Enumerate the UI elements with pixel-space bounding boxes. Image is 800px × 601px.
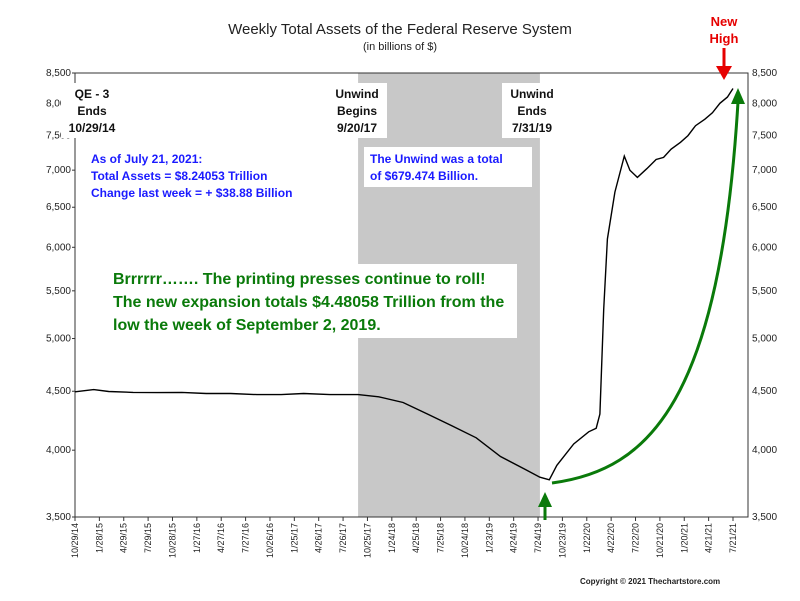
y-tick-label-right: 5,000 <box>752 334 777 345</box>
y-tick-label-left: 8,000 <box>46 98 71 109</box>
unwind-annotation: The Unwind was a total of $679.474 Billi… <box>364 147 532 187</box>
x-tick-label: 7/26/17 <box>338 523 348 553</box>
y-tick-label-left: 7,500 <box>46 131 71 142</box>
x-tick-label: 4/25/18 <box>411 523 421 553</box>
x-tick-label: 4/22/20 <box>606 523 616 553</box>
new-high-line1: New <box>711 14 739 29</box>
new-high-line2: High <box>710 31 739 46</box>
x-tick-label: 7/29/15 <box>143 523 153 553</box>
y-axis-left: 3,500 4,000 4,500 5,000 5,500 6,000 6,500 7,000… <box>46 68 75 523</box>
x-tick-label: 4/26/17 <box>314 523 324 553</box>
y-tick-label-left: 5,000 <box>46 334 71 345</box>
x-tick-label: 1/23/19 <box>484 523 494 553</box>
x-tick-label: 10/25/17 <box>362 523 372 558</box>
expansion-line3: low the week of September 2, 2019. <box>113 317 381 334</box>
x-tick-label: 10/29/14 <box>70 523 80 558</box>
x-tick-label: 7/27/16 <box>241 523 251 553</box>
y-tick-label-left: 4,500 <box>46 386 71 397</box>
x-tick-label: 7/22/20 <box>631 523 641 553</box>
y-tick-label-left: 6,500 <box>46 202 71 213</box>
y-tick-label-right: 8,000 <box>752 98 777 109</box>
y-tick-label-right: 7,000 <box>752 165 777 176</box>
summary-date: As of July 21, 2021: <box>91 152 202 166</box>
growth-curve-arrow <box>551 101 740 485</box>
series-line-total-assets <box>74 88 734 481</box>
y-tick-label-right: 8,500 <box>752 68 777 79</box>
expansion-line2: The new expansion totals $4.48058 Trilli… <box>113 294 504 311</box>
x-tick-label: 10/24/18 <box>460 523 470 558</box>
label-qe3-line2: Ends <box>77 104 107 118</box>
new-high-arrow-head <box>716 66 732 80</box>
x-tick-label: 4/21/21 <box>704 523 714 553</box>
x-tick-label: 10/28/15 <box>167 523 177 558</box>
y-tick-label-left: 4,000 <box>46 445 71 456</box>
x-tick-label: 10/26/16 <box>265 523 275 558</box>
y-tick-label-right: 5,500 <box>752 286 777 297</box>
low-point-arrow-head <box>538 492 552 507</box>
expansion-line1: Brrrrrr……. The printing presses continue… <box>113 271 486 288</box>
x-tick-label: 1/22/20 <box>582 523 592 553</box>
label-qe3-line1: QE - 3 <box>75 87 110 101</box>
label-qe3-line3: 10/29/14 <box>69 121 116 135</box>
x-tick-label: 1/28/15 <box>94 523 104 553</box>
summary-change-text: Change last week = + $38.88 Billion <box>91 186 292 200</box>
summary-total: Total Assets = $8.24053 Trillion <box>91 169 267 183</box>
y-tick-label-right: 3,500 <box>752 512 777 523</box>
y-tick-label-right: 4,000 <box>752 445 777 456</box>
unwind-line2: of $679.474 Billion. <box>370 169 478 183</box>
x-tick-label: 1/20/21 <box>679 523 689 553</box>
y-tick-label-right: 7,500 <box>752 131 777 142</box>
plot-frame <box>74 72 749 518</box>
x-tick-label: 1/25/17 <box>289 523 299 553</box>
x-tick-label: 10/21/20 <box>655 523 665 558</box>
expansion-annotation: Brrrrrr……. The printing presses continue… <box>107 264 517 338</box>
label-unwind-begins-box <box>327 83 387 138</box>
expansion-box <box>107 264 517 338</box>
label-unwind-ends-line2: Ends <box>517 104 547 118</box>
summary-box <box>85 147 320 205</box>
y-tick-label-right: 6,000 <box>752 242 777 253</box>
label-unwind-begins-line1: Unwind <box>335 87 378 101</box>
y-tick-label-right: 6,500 <box>752 202 777 213</box>
y-tick-label-left: 5,500 <box>46 286 71 297</box>
label-unwind-ends: Unwind Ends 7/31/19 <box>502 83 562 138</box>
y-tick-label-left: 6,000 <box>46 242 71 253</box>
x-tick-label: 4/27/16 <box>216 523 226 553</box>
summary-change: Change last week = + $38.88 Billion <box>91 186 292 200</box>
y-axis-right: 3,500 4,000 4,500 5,000 5,500 6,000 6,500 7,000… <box>752 68 777 523</box>
y-tick-label-left: 3,500 <box>46 512 71 523</box>
y-tick-label-right: 4,500 <box>752 386 777 397</box>
label-qe3-box <box>61 83 123 138</box>
label-unwind-ends-box <box>502 83 562 138</box>
label-unwind-begins: Unwind Begins 9/20/17 <box>327 83 387 138</box>
x-tick-label: 7/24/19 <box>533 523 543 553</box>
label-unwind-begins-line2: Begins <box>337 104 377 118</box>
x-tick-label: 7/21/21 <box>728 523 738 553</box>
label-unwind-ends-line1: Unwind <box>510 87 553 101</box>
x-tick-label: 7/25/18 <box>436 523 446 553</box>
x-tick-label: 1/27/16 <box>192 523 202 553</box>
x-tick-label: 1/24/18 <box>387 523 397 553</box>
x-tick-label: 10/23/19 <box>557 523 567 558</box>
x-axis: 10/29/14 1/28/15 4/29/15 7/29/15 10/28/15 1/2… <box>70 517 738 558</box>
y-tick-label-left: 8,500 <box>46 68 71 79</box>
x-tick-label: 4/29/15 <box>119 523 129 553</box>
unwind-line1: The Unwind was a total <box>370 152 503 166</box>
x-tick-label: 4/24/19 <box>509 523 519 553</box>
label-qe3-ends: QE - 3 Ends 10/29/14 <box>61 83 123 138</box>
unwind-box <box>364 147 532 187</box>
y-tick-label-left: 7,000 <box>46 165 71 176</box>
label-unwind-begins-line3: 9/20/17 <box>337 121 377 135</box>
chart-subtitle: (in billions of $) <box>363 41 437 53</box>
label-unwind-ends-line3: 7/31/19 <box>512 121 552 135</box>
summary-annotation: As of July 21, 2021: Total Assets = $8.2… <box>85 147 320 205</box>
chart-title: Weekly Total Assets of the Federal Reser… <box>228 21 572 38</box>
copyright: Copyright © 2021 Thechartstore.com <box>580 577 720 586</box>
growth-curve-arrow-head <box>731 88 745 104</box>
